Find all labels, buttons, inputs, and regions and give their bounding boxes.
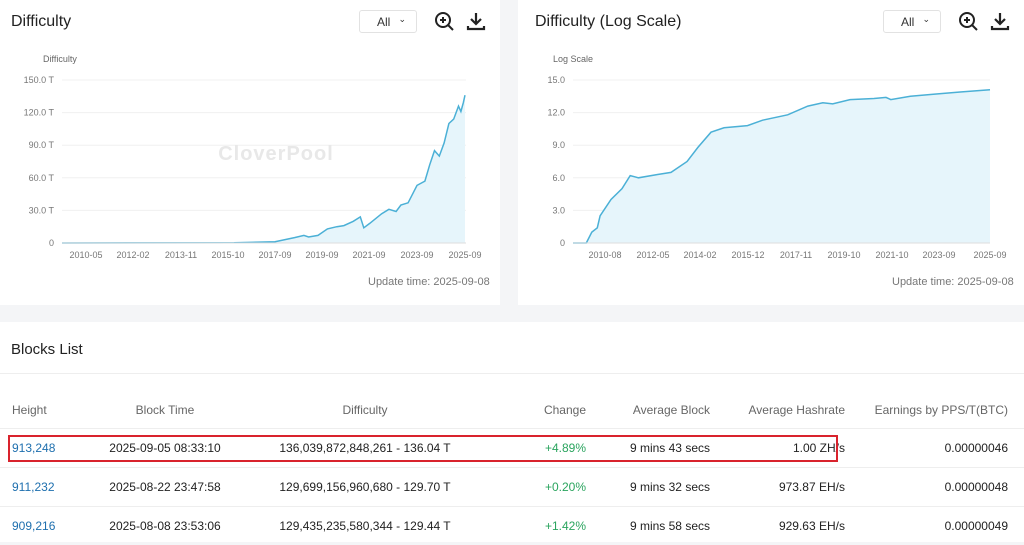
y-tick-label: 150.0 T: [24, 75, 55, 85]
x-tick-label: 2019-09: [305, 250, 338, 260]
highlight-box: [8, 435, 838, 462]
chevron-down-icon: ⌄: [922, 14, 930, 24]
y-tick-label: 15.0: [547, 75, 565, 85]
col-block-time: Block Time: [135, 402, 195, 417]
y-axis-label: Log Scale: [553, 54, 593, 64]
x-tick-label: 2023-09: [922, 250, 955, 260]
x-tick-label: 2025-09: [973, 250, 1006, 260]
col-average-hashrate: Average Hashrate: [748, 402, 845, 417]
difficulty-card: Difficulty All ⌄ Difficulty 0 30.0 T 60.0 T 9…: [0, 0, 500, 305]
cell-earnings: 0.00000046: [845, 427, 1024, 467]
y-tick-label: 60.0 T: [29, 173, 55, 183]
table-row[interactable]: 909,216 2025-08-08 23:53:06 129,435,235,58…: [0, 505, 1024, 545]
update-time: Update time: 2025-09-08: [892, 276, 1014, 288]
x-tick-label: 2010-05: [69, 250, 102, 260]
range-select[interactable]: All ⌄: [883, 10, 941, 33]
series-line: [61, 95, 466, 244]
log-difficulty-chart: Log Scale 0 3.0 6.0 9.0 12.0 15.0 2010-08 2012-0…: [547, 54, 1006, 260]
y-tick-label: 9.0: [552, 140, 565, 150]
x-tick-label: 2010-08: [588, 250, 621, 260]
block-height-link[interactable]: 911,232: [12, 479, 55, 494]
col-height: Height: [12, 402, 47, 417]
cell-height: 911,232: [0, 466, 90, 506]
table-row[interactable]: 911,232 2025-08-22 23:47:58 129,699,156,96…: [0, 466, 1024, 506]
series-area: [62, 95, 465, 243]
range-select[interactable]: All ⌄: [359, 10, 417, 33]
x-tick-label: 2012-02: [116, 250, 149, 260]
range-value: All: [901, 15, 915, 29]
zoom-in-icon[interactable]: [957, 10, 979, 32]
update-time: Update time: 2025-09-08: [368, 276, 490, 288]
x-tick-label: 2013-11: [165, 250, 197, 260]
block-height-link[interactable]: 909,216: [12, 518, 56, 533]
download-icon[interactable]: [989, 10, 1011, 32]
x-tick-label: 2014-02: [683, 250, 716, 260]
y-tick-label: 6.0: [552, 173, 565, 183]
cell-change: +1.42%: [490, 505, 610, 545]
zoom-in-icon[interactable]: [433, 10, 455, 32]
y-tick-label: 0: [560, 238, 565, 248]
blocks-table: Height Block Time Difficulty Change Aver…: [0, 392, 1024, 545]
cell-block-time: 2025-08-08 23:53:06: [90, 505, 240, 545]
y-tick-label: 120.0 T: [24, 108, 55, 118]
x-tick-label: 2015-10: [211, 250, 244, 260]
col-difficulty: Difficulty: [342, 402, 388, 417]
col-earnings: Earnings by PPS/T(BTC): [874, 402, 1008, 417]
table-header: Height Block Time Difficulty Change Aver…: [0, 392, 1024, 428]
x-tick-label: 2015-12: [731, 250, 764, 260]
x-tick-label: 2012-05: [636, 250, 669, 260]
y-tick-label: 12.0: [547, 108, 565, 118]
y-tick-label: 90.0 T: [29, 140, 55, 150]
cell-average-hashrate: 929.63 EH/s: [710, 505, 845, 545]
cell-earnings: 0.00000048: [845, 466, 1024, 506]
chevron-down-icon: ⌄: [398, 14, 406, 24]
series-line: [573, 89, 991, 244]
x-tick-label: 2019-10: [827, 250, 860, 260]
cell-change: +0.20%: [490, 466, 610, 506]
series-area: [573, 89, 990, 243]
x-tick-label: 2017-09: [258, 250, 291, 260]
range-value: All: [377, 15, 391, 29]
block-height-link[interactable]: 913,248: [12, 440, 56, 455]
difficulty-chart: Difficulty 0 30.0 T 60.0 T 90.0 T 120.0 T 150.…: [24, 54, 482, 260]
watermark: CloverPool: [218, 143, 334, 165]
col-change: Change: [543, 402, 586, 417]
blocks-list-title: Blocks List: [11, 341, 83, 358]
y-tick-label: 30.0 T: [29, 205, 55, 215]
y-tick-label: 0: [49, 238, 54, 248]
cell-earnings: 0.00000049: [845, 505, 1024, 545]
y-tick-label: 3.0: [552, 205, 565, 215]
cell-average-block: 9 mins 58 secs: [610, 505, 710, 545]
divider: [0, 373, 1024, 374]
x-tick-label: 2025-09: [448, 250, 481, 260]
cell-average-block: 9 mins 32 secs: [610, 466, 710, 506]
chart-title: Difficulty (Log Scale): [535, 13, 682, 30]
cell-difficulty: 129,699,156,960,680 - 129.70 T: [240, 466, 490, 506]
x-tick-label: 2017-11: [780, 250, 812, 260]
col-average-block: Average Block: [632, 402, 710, 417]
cell-average-hashrate: 973.87 EH/s: [710, 466, 845, 506]
cell-block-time: 2025-08-22 23:47:58: [90, 466, 240, 506]
cell-height: 909,216: [0, 505, 90, 545]
x-tick-label: 2021-10: [875, 250, 908, 260]
download-icon[interactable]: [465, 10, 487, 32]
y-axis-label: Difficulty: [43, 54, 77, 64]
cell-difficulty: 129,435,235,580,344 - 129.44 T: [240, 505, 490, 545]
x-tick-label: 2023-09: [400, 250, 433, 260]
x-tick-label: 2021-09: [352, 250, 385, 260]
chart-title: Difficulty: [11, 13, 72, 30]
log-difficulty-card: Difficulty (Log Scale) All ⌄ Log Scale 0 3.…: [518, 0, 1024, 305]
